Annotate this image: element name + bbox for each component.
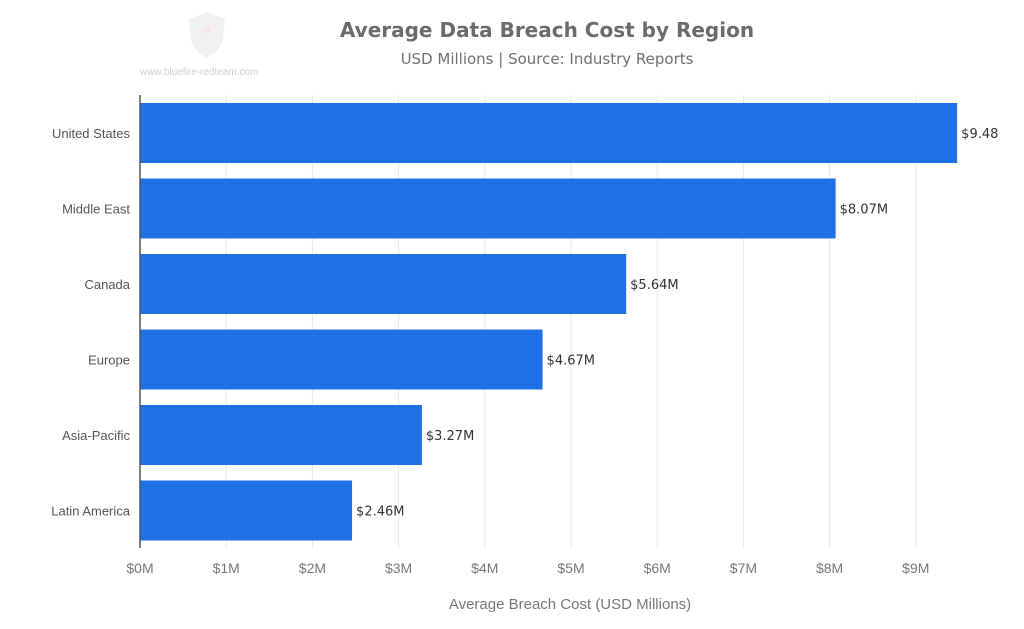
- chart-subtitle: USD Millions | Source: Industry Reports: [400, 50, 694, 68]
- bar: [140, 254, 627, 314]
- x-tick-label: $9M: [902, 560, 929, 576]
- data-label: $5.64M: [630, 278, 678, 293]
- category-label: Europe: [88, 353, 130, 368]
- data-label: $8.07M: [840, 203, 888, 218]
- watermark: www.bluefire-redteam.com: [140, 67, 259, 78]
- category-label: Canada: [84, 277, 130, 292]
- x-tick-label: $5M: [557, 560, 584, 576]
- x-tick-label: $6M: [644, 560, 671, 576]
- x-tick-label: $0M: [126, 560, 153, 576]
- x-tick-label: $7M: [730, 560, 757, 576]
- bar: [140, 329, 543, 390]
- x-axis-label: Average Breach Cost (USD Millions): [449, 596, 691, 613]
- category-label: Latin America: [51, 504, 131, 519]
- x-tick-label: $4M: [471, 560, 498, 576]
- bar: [140, 405, 422, 465]
- bar: [140, 103, 958, 163]
- category-label: Asia-Pacific: [62, 428, 130, 443]
- bar: [140, 480, 353, 541]
- data-label: $4.67M: [547, 354, 595, 369]
- logo-shield-icon: [186, 10, 228, 64]
- bar: [140, 178, 836, 239]
- x-tick-label: $2M: [299, 560, 326, 576]
- x-tick-label: $8M: [816, 560, 843, 576]
- data-label: $9.48: [961, 127, 998, 142]
- x-tick-label: $3M: [385, 560, 412, 576]
- x-tick-label: $1M: [213, 560, 240, 576]
- data-label: $3.27M: [426, 429, 474, 444]
- category-label: Middle East: [62, 202, 130, 217]
- category-label: United States: [52, 126, 131, 141]
- chart-title: Average Data Breach Cost by Region: [339, 18, 755, 42]
- data-label: $2.46M: [356, 505, 404, 520]
